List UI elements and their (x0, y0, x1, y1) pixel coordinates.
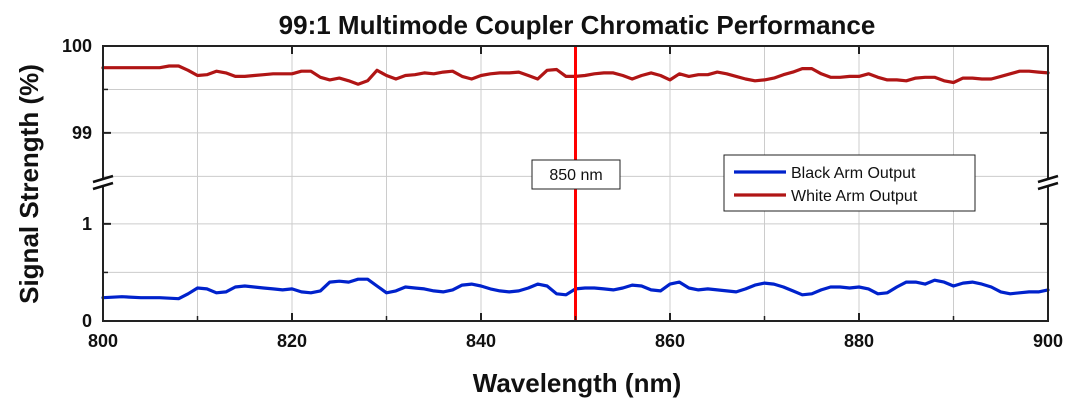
ticks: 800 820 840 860 880 900 99 100 0 1 (62, 36, 1063, 351)
marker-label-box (531, 159, 621, 190)
axis-break-symbol (1037, 174, 1059, 191)
axis-break-symbol (92, 174, 114, 191)
x-tick-label: 820 (277, 331, 307, 351)
x-tick-label: 800 (88, 331, 118, 351)
x-tick-label: 900 (1033, 331, 1063, 351)
legend-label-1: Black Arm Output (791, 165, 916, 182)
x-tick-label: 840 (466, 331, 496, 351)
axis-break-stroke (1037, 174, 1059, 184)
y-tick-label: 1 (82, 214, 92, 234)
legend-label-2: White Arm Output (791, 188, 918, 205)
series-line-1 (101, 277, 1050, 301)
x-tick-label: 860 (655, 331, 685, 351)
y-tick-label: 0 (82, 311, 92, 331)
series-line-2 (101, 64, 1050, 86)
axis-break-gap (95, 179, 111, 187)
y-tick-label: 99 (72, 123, 92, 143)
axis-break-gap (1040, 179, 1056, 187)
legend: Black Arm Output White Arm Output (723, 154, 976, 212)
series-layer (101, 64, 1050, 301)
y-axis-title: Signal Strength (%) (14, 64, 44, 304)
axis-break-stroke (92, 174, 114, 184)
marker-layer: 850 nm (531, 46, 621, 321)
x-axis-title: Wavelength (nm) (473, 368, 681, 398)
y-tick-label: 100 (62, 36, 92, 56)
axis-break-stroke (1037, 181, 1059, 191)
chart-title: 99:1 Multimode Coupler Chromatic Perform… (279, 10, 876, 40)
x-tick-label: 880 (844, 331, 874, 351)
axis-break-stroke (92, 181, 114, 191)
legend-box (723, 154, 976, 212)
marker-label: 850 nm (549, 167, 602, 184)
